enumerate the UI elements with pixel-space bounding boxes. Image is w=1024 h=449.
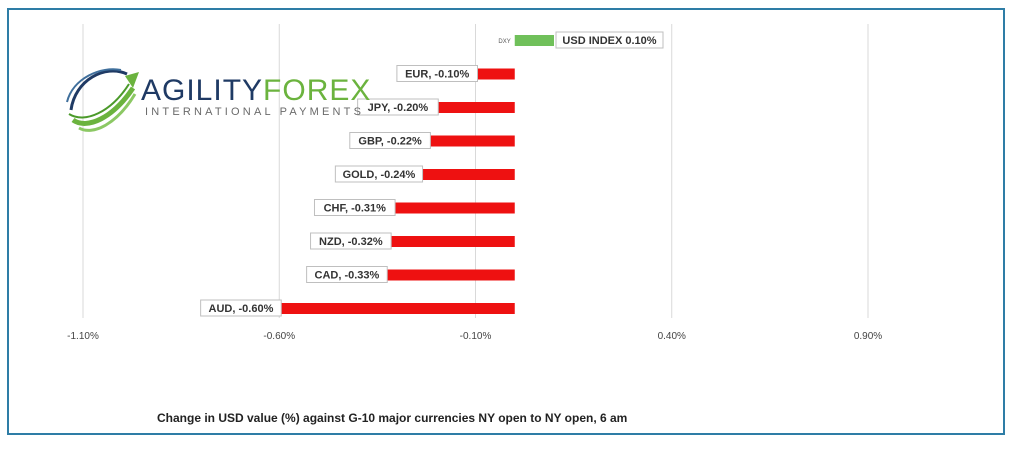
data-label-jpy: JPY, -0.20% — [368, 102, 429, 114]
data-label-dxy: USD INDEX 0.10% — [562, 35, 656, 47]
bar-gbp — [428, 135, 515, 147]
bar-aud — [279, 303, 515, 314]
chart-frame: DXY USD INDEX 0.10% EUR, -0.10% JPY, -0.20%… — [7, 8, 1005, 435]
bar-chart: DXY USD INDEX 0.10% EUR, -0.10% JPY, -0.20%… — [67, 24, 882, 342]
bar-gold — [420, 169, 515, 180]
x-tick-label: 0.90% — [854, 331, 882, 342]
agility-forex-logo: AGILITYFOREX INTERNATIONAL PAYMENTS — [61, 58, 370, 138]
bar-chf — [393, 202, 515, 214]
data-labels: DXY USD INDEX 0.10% EUR, -0.10% JPY, -0.20%… — [200, 31, 664, 317]
bar-dxy — [514, 35, 554, 46]
data-label-box — [313, 199, 396, 216]
chart-caption: Change in USD value (%) against G-10 maj… — [157, 411, 628, 425]
x-tick-label: -1.10% — [67, 331, 99, 342]
bar-jpy — [436, 102, 515, 113]
data-label-gold: GOLD, -0.24% — [343, 169, 416, 181]
data-label-cad: CAD, -0.33% — [315, 270, 380, 282]
data-label-box — [306, 266, 388, 283]
data-label-chf: CHF, -0.31% — [324, 203, 387, 215]
x-axis-ticks: -1.10% -0.60% -0.10% 0.40% 0.90% — [67, 331, 882, 342]
logo-swoosh-icon — [66, 68, 139, 132]
data-label-box — [555, 31, 664, 49]
bars — [279, 35, 554, 314]
bar-inline-label: DXY — [498, 39, 510, 45]
data-label-box — [310, 232, 392, 250]
data-label-box — [200, 299, 282, 317]
bar-eur — [475, 68, 515, 80]
logo-tagline: INTERNATIONAL PAYMENTS — [145, 106, 365, 118]
data-label-box — [357, 98, 439, 116]
bar-cad — [385, 269, 515, 281]
x-tick-label: -0.10% — [460, 331, 492, 342]
logo-wordmark-part1: AGILITY — [141, 74, 264, 107]
bar-nzd — [389, 236, 515, 247]
x-tick-label: -0.60% — [263, 331, 295, 342]
data-label-box — [396, 65, 478, 82]
data-label-box — [334, 165, 424, 183]
x-tick-label: 0.40% — [658, 331, 686, 342]
data-label-gbp: GBP, -0.22% — [358, 136, 422, 148]
data-label-nzd: NZD, -0.32% — [319, 236, 383, 248]
data-label-eur: EUR, -0.10% — [405, 69, 469, 81]
data-label-box — [349, 132, 431, 149]
data-label-aud: AUD, -0.60% — [209, 303, 274, 315]
logo-wordmark: AGILITYFOREX — [141, 74, 371, 108]
logo-wordmark-part2: FOREX — [263, 74, 372, 107]
